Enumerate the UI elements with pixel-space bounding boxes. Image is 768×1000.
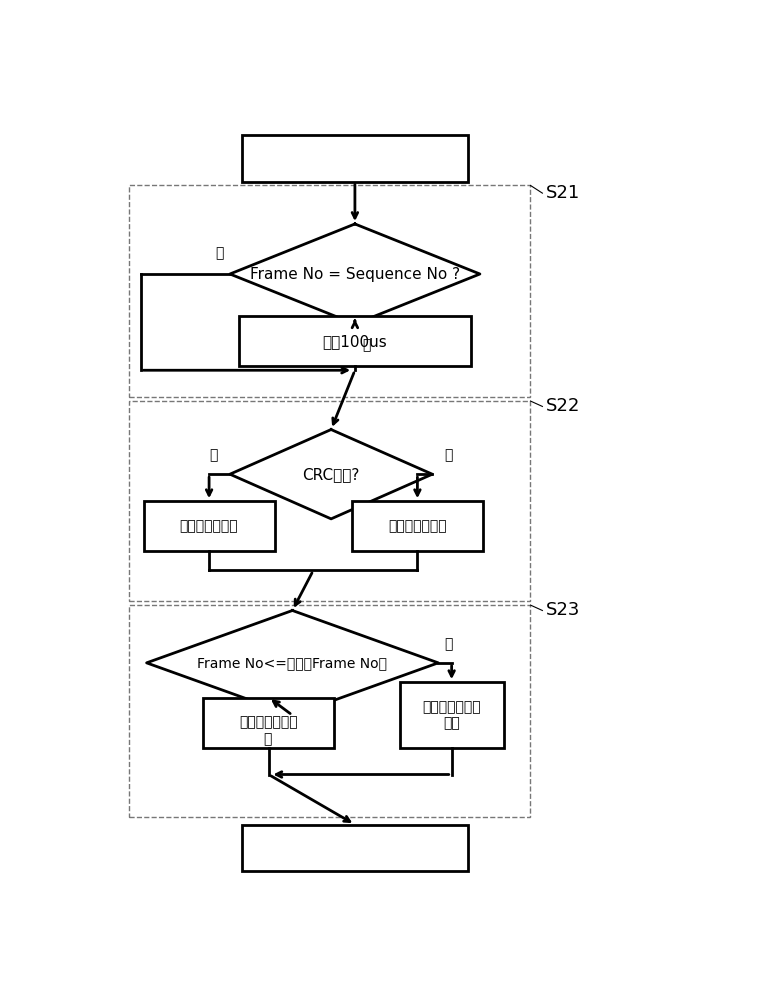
Text: 否: 否 bbox=[444, 449, 452, 463]
Bar bbox=[144, 501, 275, 551]
Text: 延时100us: 延时100us bbox=[323, 334, 387, 349]
Text: 否: 否 bbox=[362, 338, 370, 352]
Bar bbox=[129, 185, 531, 397]
Text: 接收到新视频帧: 接收到新视频帧 bbox=[240, 716, 298, 730]
Text: 标识本帧为好帧: 标识本帧为好帧 bbox=[180, 519, 238, 533]
Bar bbox=[203, 698, 334, 748]
Polygon shape bbox=[230, 430, 432, 519]
Text: S23: S23 bbox=[545, 601, 580, 619]
Polygon shape bbox=[147, 610, 439, 715]
Bar bbox=[242, 135, 468, 182]
Text: Frame No = Sequence No ?: Frame No = Sequence No ? bbox=[250, 266, 460, 282]
Text: Frame No<=传输头Frame No？: Frame No<=传输头Frame No？ bbox=[197, 656, 387, 670]
Text: S21: S21 bbox=[545, 184, 580, 202]
Text: 标识本帧为坏帧: 标识本帧为坏帧 bbox=[388, 519, 447, 533]
Text: 是: 是 bbox=[210, 449, 218, 463]
Bar bbox=[352, 501, 483, 551]
Text: 是: 是 bbox=[216, 246, 224, 260]
Text: 没有接收到新视
频帧: 没有接收到新视 频帧 bbox=[422, 700, 481, 730]
Bar bbox=[129, 401, 531, 601]
Bar bbox=[399, 682, 504, 748]
Bar bbox=[239, 316, 471, 366]
Text: 否: 否 bbox=[444, 637, 452, 651]
Text: S22: S22 bbox=[545, 397, 580, 415]
Text: CRC正确?: CRC正确? bbox=[303, 467, 359, 482]
Text: 是: 是 bbox=[263, 732, 272, 746]
Bar bbox=[242, 825, 468, 871]
Bar bbox=[129, 605, 531, 817]
Polygon shape bbox=[230, 224, 480, 324]
